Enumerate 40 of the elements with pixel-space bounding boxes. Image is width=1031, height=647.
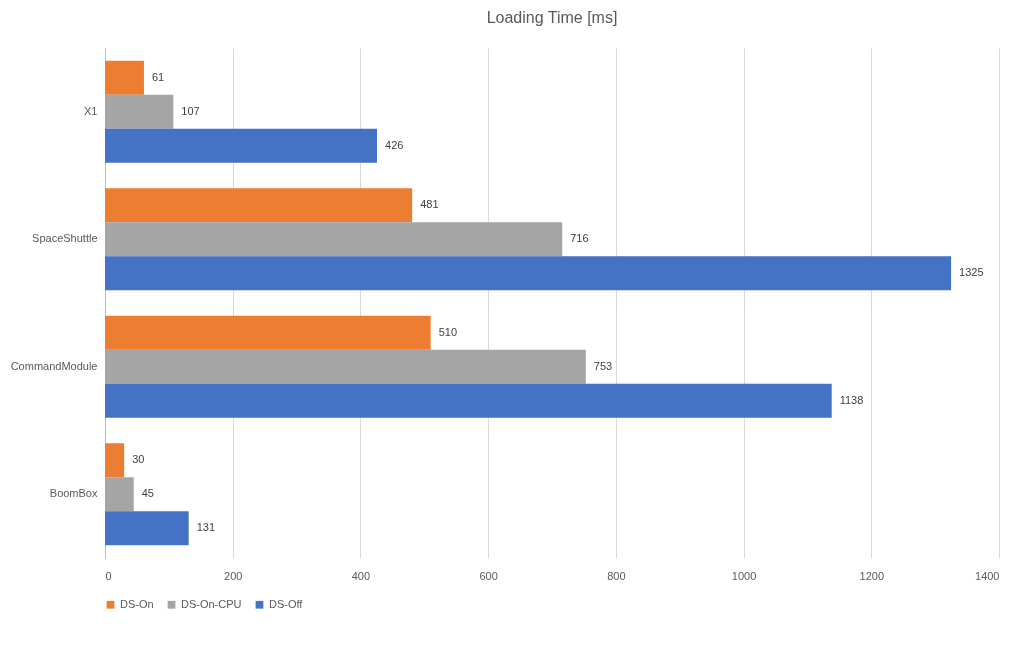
x-tick-label: 200	[224, 569, 243, 582]
data-label: 753	[593, 359, 613, 372]
bar	[105, 94, 174, 129]
data-label: 510	[438, 325, 458, 338]
x-tick-label: 600	[479, 569, 498, 582]
x-tick-label: 1400	[975, 569, 1000, 582]
data-label: 61	[151, 70, 165, 83]
x-tick-label: 800	[607, 569, 626, 582]
y-tick-label: BoomBox	[49, 487, 98, 500]
y-tick-label: SpaceShuttle	[32, 232, 98, 245]
legend-label: DS-Off	[269, 597, 304, 610]
data-label: 131	[196, 521, 216, 534]
bar	[105, 128, 378, 163]
data-label: 426	[385, 138, 404, 151]
y-tick-label: X1	[84, 104, 98, 117]
data-label: 1138	[839, 393, 864, 406]
bar	[105, 256, 952, 291]
data-label: 1325	[959, 266, 984, 279]
bar	[105, 222, 563, 257]
bar	[105, 383, 832, 418]
bar	[105, 315, 431, 350]
x-tick-label: 1000	[731, 569, 757, 582]
bar	[105, 349, 586, 384]
data-label: 45	[141, 487, 154, 500]
x-tick-label: 0	[105, 569, 112, 582]
x-tick-label: 1200	[859, 569, 885, 582]
bar	[105, 477, 134, 512]
data-label: 30	[132, 453, 145, 466]
data-label: 107	[181, 104, 200, 117]
data-label: 716	[570, 232, 589, 245]
y-tick-label: CommandModule	[10, 359, 98, 372]
legend-label: DS-On-CPU	[181, 597, 242, 610]
data-label: 481	[420, 198, 439, 211]
bar	[105, 188, 413, 223]
legend-label: DS-On	[120, 597, 154, 610]
bar	[105, 511, 189, 546]
bar	[105, 443, 125, 478]
x-tick-label: 400	[351, 569, 371, 582]
bar	[105, 60, 144, 95]
chart-title: Loading Time [ms]	[486, 9, 618, 26]
